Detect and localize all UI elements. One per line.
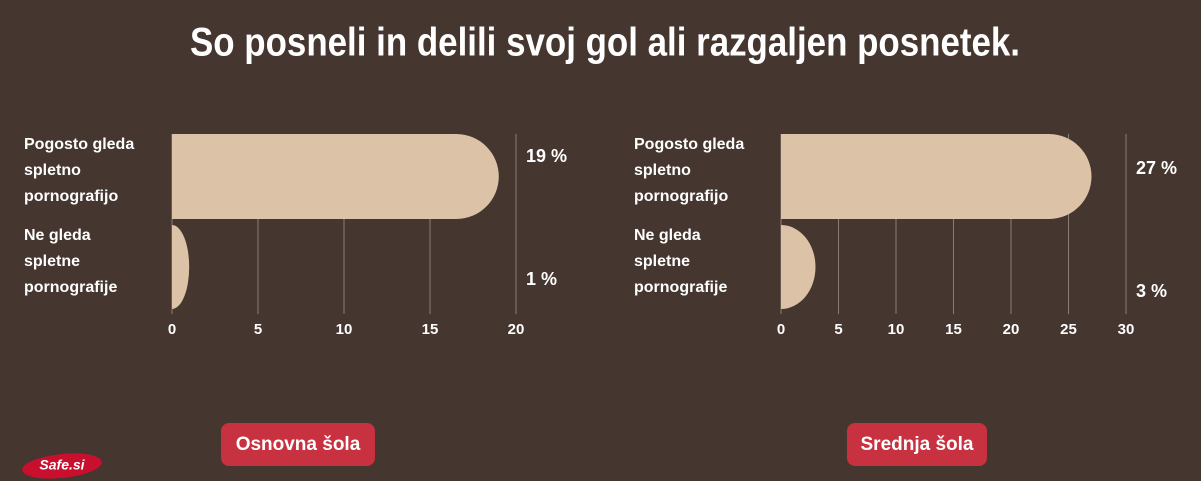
badge bbox=[221, 423, 375, 466]
x-tick-label: 0 bbox=[777, 321, 785, 338]
category-label: spletne bbox=[24, 253, 80, 270]
bar bbox=[172, 134, 499, 219]
category-label: Pogosto gleda bbox=[634, 136, 744, 153]
x-tick-label: 15 bbox=[945, 321, 962, 338]
category-label: pornografije bbox=[24, 279, 117, 296]
x-tick-label: 0 bbox=[168, 321, 176, 338]
x-tick-label: 15 bbox=[422, 321, 439, 338]
logo: Safe.si bbox=[39, 457, 85, 473]
x-tick-label: 25 bbox=[1060, 321, 1077, 338]
x-tick-label: 10 bbox=[888, 321, 905, 338]
badge-label: Srednja šola bbox=[861, 434, 974, 455]
bar bbox=[781, 134, 1092, 219]
category-label: pornografije bbox=[634, 279, 727, 296]
value-label: 3 % bbox=[1136, 281, 1167, 301]
category-label: pornografijo bbox=[634, 188, 728, 205]
x-tick-label: 5 bbox=[254, 321, 262, 338]
x-tick-label: 20 bbox=[508, 321, 525, 338]
category-label: Ne gleda bbox=[24, 227, 91, 244]
value-label: 1 % bbox=[526, 269, 557, 289]
category-label: spletne bbox=[634, 253, 690, 270]
logo-badge bbox=[22, 453, 102, 479]
bar bbox=[781, 225, 816, 309]
badge bbox=[847, 423, 987, 466]
title: So posneli in delili svoj gol ali razgal… bbox=[190, 21, 1020, 65]
x-tick-label: 30 bbox=[1118, 321, 1135, 338]
value-label: 19 % bbox=[526, 146, 567, 166]
badge-label: Osnovna šola bbox=[236, 434, 361, 455]
x-tick-label: 10 bbox=[336, 321, 353, 338]
x-tick-label: 5 bbox=[834, 321, 842, 338]
category-label: spletno bbox=[634, 162, 691, 179]
value-label: 27 % bbox=[1136, 158, 1177, 178]
category-label: Ne gleda bbox=[634, 227, 701, 244]
category-label: pornografijo bbox=[24, 188, 118, 205]
bar bbox=[172, 225, 190, 309]
category-label: Pogosto gleda bbox=[24, 136, 134, 153]
x-tick-label: 20 bbox=[1003, 321, 1020, 338]
category-label: spletno bbox=[24, 162, 81, 179]
